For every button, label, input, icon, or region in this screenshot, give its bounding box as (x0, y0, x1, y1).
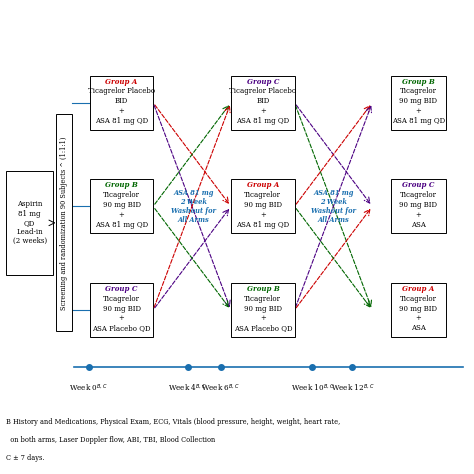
Text: Week 12$^{B, C}$: Week 12$^{B, C}$ (331, 383, 374, 394)
Text: B History and Medications, Physical Exam, ECG, Vitals (blood pressure, height, w: B History and Medications, Physical Exam… (6, 419, 340, 427)
FancyBboxPatch shape (90, 283, 154, 337)
Text: Week 10$^{B, C}$: Week 10$^{B, C}$ (291, 383, 334, 394)
Text: Group A: Group A (247, 181, 279, 189)
Text: Group B: Group B (402, 78, 435, 85)
Text: Group A: Group A (402, 285, 435, 293)
Text: Week 0$^{B, C}$: Week 0$^{B, C}$ (69, 383, 108, 394)
Text: ASA 81 mg
2 Week
Washout for
All Arms: ASA 81 mg 2 Week Washout for All Arms (171, 189, 216, 224)
Text: +: + (260, 211, 266, 219)
Text: Ticagrelor: Ticagrelor (400, 87, 437, 95)
FancyBboxPatch shape (90, 76, 154, 130)
Text: +: + (416, 107, 421, 115)
FancyBboxPatch shape (231, 76, 295, 130)
Text: Ticagrelor: Ticagrelor (103, 295, 140, 303)
FancyBboxPatch shape (55, 115, 72, 331)
Text: Aspirin
81 mg
QD
Lead-in
(2 weeks): Aspirin 81 mg QD Lead-in (2 weeks) (13, 201, 47, 245)
Text: +: + (118, 107, 125, 115)
FancyBboxPatch shape (392, 76, 446, 130)
Text: Group B: Group B (246, 285, 279, 293)
FancyBboxPatch shape (392, 283, 446, 337)
Text: Ticagrelor: Ticagrelor (400, 295, 437, 303)
Text: ASA 81 mg QD: ASA 81 mg QD (237, 220, 290, 228)
Text: Ticagrelor: Ticagrelor (245, 191, 282, 199)
Text: C ± 7 days.: C ± 7 days. (6, 454, 45, 462)
Text: Week 4$^{B, C}$: Week 4$^{B, C}$ (168, 383, 207, 394)
Text: +: + (118, 211, 125, 219)
Text: BID: BID (256, 97, 270, 105)
FancyBboxPatch shape (6, 171, 53, 275)
Text: Group A: Group A (105, 78, 137, 85)
Text: Group C: Group C (246, 78, 279, 85)
Text: 90 mg BID: 90 mg BID (102, 305, 141, 312)
Text: 90 mg BID: 90 mg BID (400, 305, 438, 312)
Text: ASA Placebo QD: ASA Placebo QD (92, 324, 151, 332)
Text: ASA: ASA (411, 220, 426, 228)
Text: ASA 81 mg QD: ASA 81 mg QD (392, 117, 445, 125)
Text: +: + (260, 107, 266, 115)
Text: 90 mg BID: 90 mg BID (102, 201, 141, 209)
Text: 90 mg BID: 90 mg BID (244, 305, 282, 312)
Text: Group C: Group C (402, 181, 435, 189)
Text: BID: BID (115, 97, 128, 105)
Text: Group B: Group B (105, 181, 138, 189)
Text: Ticagrelor: Ticagrelor (245, 295, 282, 303)
Text: Ticagrelor Placebo: Ticagrelor Placebo (88, 87, 155, 95)
Text: Screening and randomization 90 Subjects ^ (1:1:1): Screening and randomization 90 Subjects … (60, 136, 68, 310)
Text: +: + (260, 314, 266, 322)
Text: 90 mg BID: 90 mg BID (244, 201, 282, 209)
FancyBboxPatch shape (90, 179, 154, 234)
Text: Ticagrelor: Ticagrelor (400, 191, 437, 199)
Text: Ticagrelor Placebo: Ticagrelor Placebo (229, 87, 296, 95)
Text: +: + (416, 314, 421, 322)
Text: ASA Placebo QD: ASA Placebo QD (234, 324, 292, 332)
Text: +: + (416, 211, 421, 219)
Text: ASA 81 mg QD: ASA 81 mg QD (95, 117, 148, 125)
Text: ASA 81 mg QD: ASA 81 mg QD (95, 220, 148, 228)
Text: ASA 81 mg
2 Week
Washout for
All Arms: ASA 81 mg 2 Week Washout for All Arms (311, 189, 356, 224)
Text: on both arms, Laser Doppler flow, ABI, TBI, Blood Collection: on both arms, Laser Doppler flow, ABI, T… (6, 437, 215, 444)
Text: Week 6$^{B, C}$: Week 6$^{B, C}$ (201, 383, 240, 394)
Text: +: + (118, 314, 125, 322)
FancyBboxPatch shape (392, 179, 446, 234)
Text: 90 mg BID: 90 mg BID (400, 201, 438, 209)
Text: ASA 81 mg QD: ASA 81 mg QD (237, 117, 290, 125)
Text: Ticagrelor: Ticagrelor (103, 191, 140, 199)
Text: ASA: ASA (411, 324, 426, 332)
Text: 90 mg BID: 90 mg BID (400, 97, 438, 105)
Text: Group C: Group C (105, 285, 138, 293)
FancyBboxPatch shape (231, 283, 295, 337)
FancyBboxPatch shape (231, 179, 295, 234)
